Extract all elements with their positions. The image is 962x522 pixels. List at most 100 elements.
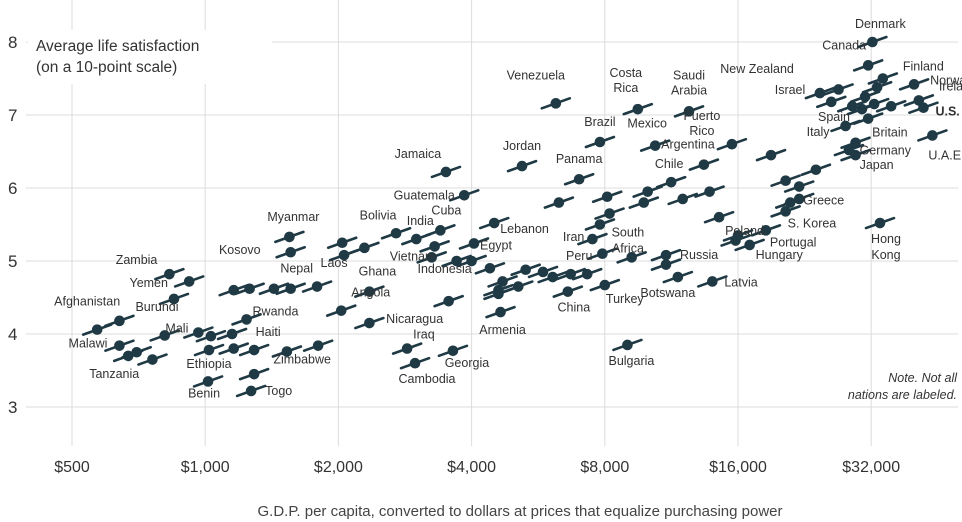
point-panama	[573, 173, 585, 185]
data-point	[484, 263, 496, 274]
label-botswana: Botswana	[640, 286, 695, 300]
point-nicaragua	[443, 295, 454, 307]
data-point	[843, 144, 855, 156]
label-nepal: Nepal	[280, 262, 313, 276]
point-egypt	[468, 238, 480, 249]
point-hong-kong	[874, 217, 886, 229]
label-u-a-e: U.A.E.	[928, 148, 962, 162]
point-benin	[202, 376, 214, 387]
label-kosovo: Kosovo	[219, 243, 261, 257]
label-south-africa: South Africa	[612, 226, 645, 256]
label-yemen: Yemen	[130, 276, 169, 290]
label-laos: Laos	[321, 256, 348, 270]
point-ghana	[364, 286, 375, 297]
data-point	[537, 266, 549, 278]
point-nepal	[285, 283, 296, 295]
point-yemen	[168, 293, 180, 305]
axis-ticks: $500 $1,000 $2,000 $4,000 $8,000 $16,000 $32,0…	[8, 33, 900, 476]
point-costa-rica	[632, 103, 644, 115]
data-point	[871, 81, 883, 93]
label-zambia: Zambia	[116, 253, 158, 267]
data-points	[81, 35, 948, 398]
label-saudi-arabia: Saudi Arabia	[671, 68, 707, 97]
label-hungary: Hungary	[756, 248, 804, 262]
label-jamaica: Jamaica	[395, 147, 442, 161]
label-puerto-rico: Puerto Rico	[683, 109, 720, 138]
x-tick-label: $32,000	[842, 459, 900, 476]
label-latvia: Latvia	[724, 275, 757, 289]
point-new-zealand	[814, 87, 826, 99]
label-spain: Spain	[818, 110, 850, 124]
label-turkey: Turkey	[606, 292, 644, 306]
point-botswana	[672, 271, 684, 283]
label-angola: Angola	[351, 286, 390, 300]
point-haiti	[248, 344, 260, 356]
point-peru	[581, 268, 593, 280]
label-canada: Canada	[822, 38, 866, 52]
label-nicaragua: Nicaragua	[386, 312, 443, 326]
point-mali	[193, 327, 204, 338]
data-point	[364, 317, 375, 329]
point-ethiopia	[203, 344, 215, 356]
x-tick-label: $4,000	[447, 459, 496, 476]
point-norway	[908, 79, 920, 90]
x-tick-label: $16,000	[709, 459, 767, 476]
label-cuba: Cuba	[431, 203, 461, 217]
point-laos	[338, 249, 350, 261]
data-point	[336, 237, 348, 249]
point-venezuela	[550, 98, 562, 109]
y-tick-label: 5	[8, 252, 17, 271]
label-costa-rica: Costa Rica	[609, 66, 642, 95]
label-germany: Germany	[860, 144, 912, 158]
label-line: South	[612, 226, 645, 240]
country-labels: Denmark Canada FinlandNorway New Zealand Ire…	[54, 17, 962, 400]
data-point	[547, 271, 558, 283]
data-point	[226, 328, 238, 340]
label-malawi: Malawi	[69, 337, 108, 351]
data-point	[730, 235, 741, 246]
point-russia	[660, 249, 672, 261]
data-point	[846, 100, 858, 112]
data-point	[268, 283, 280, 295]
point-brazil	[594, 136, 606, 148]
data-point	[520, 264, 531, 276]
label-iraq: Iraq	[413, 328, 435, 342]
label-line: Kong	[871, 248, 900, 262]
data-point	[601, 191, 613, 203]
point-iraq	[401, 343, 413, 354]
label-denmark: Denmark	[855, 17, 906, 31]
x-tick-label: $500	[54, 459, 90, 476]
label-bulgaria: Bulgaria	[608, 354, 654, 368]
label-haiti: Haiti	[256, 325, 281, 339]
label-line: Rica	[613, 81, 638, 95]
label-israel: Israel	[775, 83, 806, 97]
point-britain	[862, 113, 874, 124]
label-georgia: Georgia	[445, 356, 490, 370]
label-hong-kong: Hong Kong	[871, 232, 901, 262]
point-vietnam	[429, 241, 440, 252]
point-italy	[840, 120, 851, 132]
y-tick-label: 4	[8, 325, 17, 344]
label-guatemala: Guatemala	[394, 188, 455, 202]
data-point	[248, 368, 260, 380]
y-tick-label: 3	[8, 398, 17, 417]
point-bulgaria	[622, 339, 633, 351]
label-mali: Mali	[165, 322, 188, 336]
data-point	[147, 354, 158, 365]
chart-subtitle: (on a 10-point scale)	[36, 59, 177, 76]
data-point	[885, 100, 897, 112]
point-turkey	[599, 279, 611, 291]
chart-note-line-1: Note. Not all	[888, 371, 958, 385]
point-indonesia	[451, 255, 462, 267]
data-point	[205, 330, 217, 342]
label-myanmar: Myanmar	[267, 210, 319, 224]
chart-note-line-2: nations are labeled.	[848, 388, 957, 402]
label-line: Rico	[689, 124, 714, 138]
label-zimbabwe: Zimbabwe	[273, 353, 331, 367]
label-bolivia: Bolivia	[360, 208, 397, 222]
data-point	[311, 281, 323, 292]
point-kosovo	[285, 246, 296, 258]
point-s-korea	[780, 206, 791, 217]
label-vietnam: Vietnam	[390, 249, 436, 263]
